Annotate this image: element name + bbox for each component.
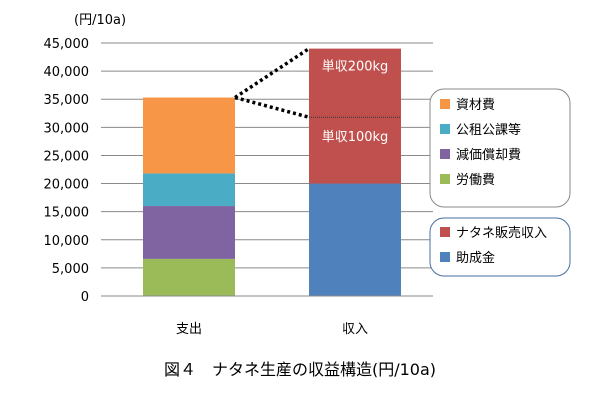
category-labels: 支出 収入: [176, 322, 368, 337]
x-category-label: 支出: [176, 322, 202, 337]
y-tick-label: 5,000: [52, 262, 89, 277]
figure-caption: 図４ ナタネ生産の収益構造(円/10a): [164, 360, 436, 379]
y-tick-label: 10,000: [44, 234, 90, 249]
legend-label: 公租公課等: [456, 122, 521, 138]
annotation-label-100: 単収100kg: [322, 129, 389, 145]
annotation-label-200: 単収200kg: [322, 59, 389, 75]
y-unit-label: (円/10a): [74, 13, 126, 28]
bar-segment: [309, 48, 401, 184]
y-tick-label: 0: [81, 290, 89, 305]
legend-swatch: [440, 227, 450, 237]
legend-swatch: [440, 99, 450, 109]
legend-label: 助成金: [456, 250, 495, 266]
bar-segment: [143, 206, 235, 259]
bar-segment: [309, 183, 401, 296]
y-tick-label: 45,000: [44, 37, 90, 52]
bar-segment: [143, 258, 235, 296]
legend-swatch: [440, 149, 450, 159]
y-tick-label: 25,000: [44, 149, 90, 164]
annotations: 単収200kg 単収100kg: [234, 47, 401, 145]
y-tick-label: 15,000: [44, 206, 90, 221]
legend-label: 労働費: [456, 173, 495, 188]
y-tick-label: 30,000: [44, 121, 90, 136]
legend-label: 減価償却費: [456, 147, 521, 163]
annotation-line-100: [234, 95, 310, 119]
bar-segment: [143, 97, 235, 174]
y-axis-ticks: 0 5,000 10,000 15,000 20,000 25,000 30,000 35,0…: [44, 37, 90, 305]
legend-label: 資材費: [456, 98, 495, 113]
legend-swatch: [440, 124, 450, 134]
x-category-label: 収入: [342, 322, 368, 337]
legend-swatch: [440, 252, 450, 262]
legend-box: [429, 217, 571, 277]
legend-swatch: [440, 174, 450, 184]
legend-label: ナタネ販売収入: [456, 225, 547, 241]
legend-box: [429, 88, 571, 208]
bar-segment: [143, 173, 235, 207]
y-tick-label: 35,000: [44, 93, 90, 108]
y-tick-label: 20,000: [44, 178, 90, 193]
y-tick-label: 40,000: [44, 65, 90, 80]
bars: [143, 48, 401, 296]
annotation-line-200: [234, 47, 310, 99]
